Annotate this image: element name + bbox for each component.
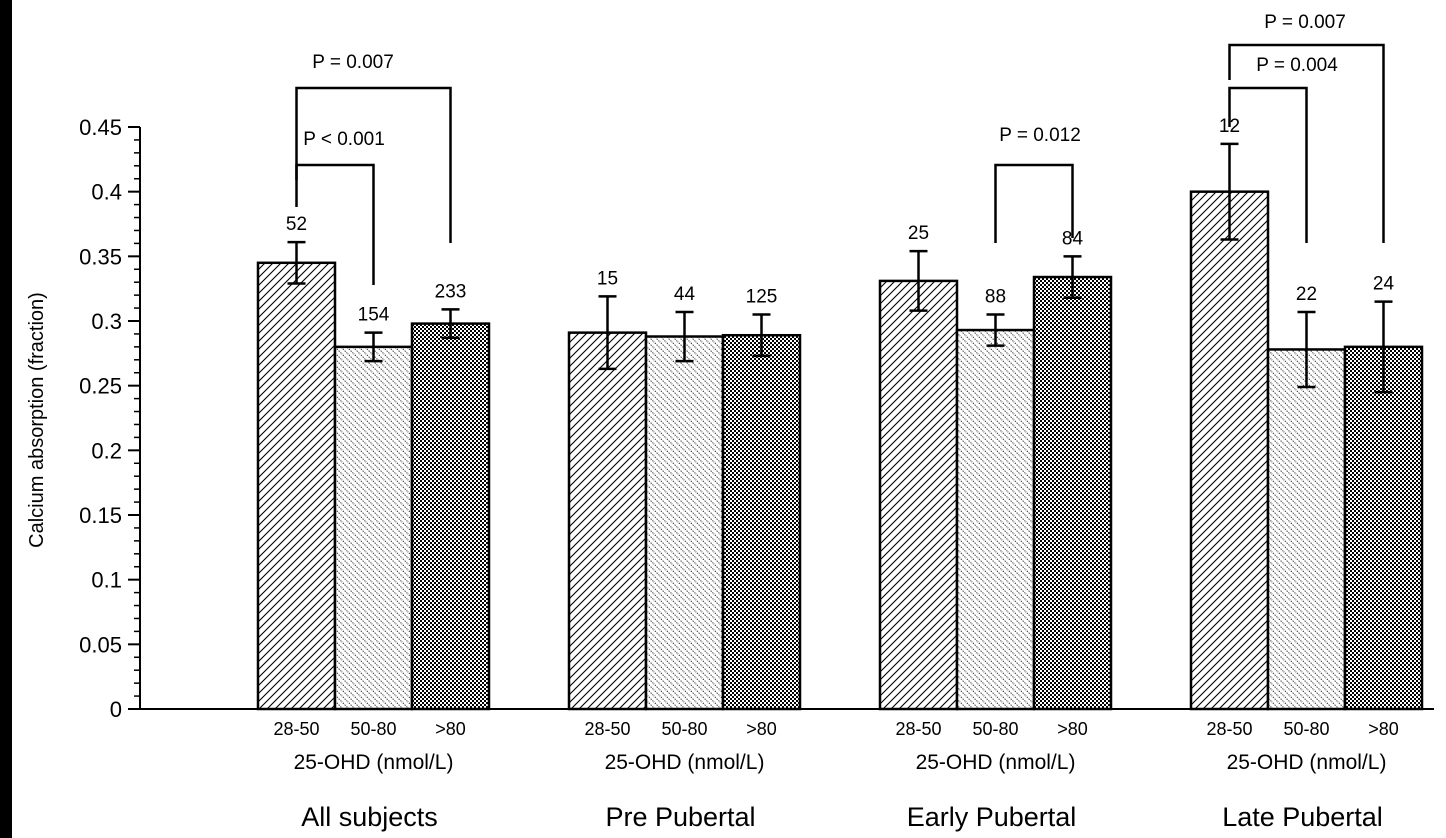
p-value-label: P = 0.007 bbox=[312, 52, 394, 73]
bar bbox=[1189, 190, 1270, 711]
p-value-label: P = 0.012 bbox=[999, 125, 1081, 146]
significance-bracket bbox=[295, 163, 375, 285]
x-tick-label: 50-80 bbox=[350, 719, 396, 739]
y-tick-label: 0.4 bbox=[91, 180, 122, 205]
y-tick-label: 0.1 bbox=[91, 568, 122, 593]
x-tick-label: 28-50 bbox=[273, 719, 319, 739]
x-tick-label: 50-80 bbox=[661, 719, 707, 739]
bar bbox=[256, 261, 337, 711]
bar bbox=[878, 279, 959, 711]
bar bbox=[1266, 348, 1347, 711]
bar bbox=[1343, 345, 1424, 711]
sample-size-label: 154 bbox=[358, 305, 390, 326]
x-tick-label: >80 bbox=[1057, 719, 1088, 739]
y-tick-label: 0.15 bbox=[79, 503, 122, 528]
y-tick-label: 0.35 bbox=[79, 244, 122, 269]
sample-size-label: 52 bbox=[286, 214, 307, 235]
calcium-absorption-chart: Calcium absorption (fraction) 0 0.05 0.1 0.… bbox=[26, 12, 1434, 832]
x-tick-label: >80 bbox=[746, 719, 777, 739]
x-tick-label: >80 bbox=[1368, 719, 1399, 739]
x-tick-label: 28-50 bbox=[584, 719, 630, 739]
bar bbox=[644, 335, 725, 711]
x-tick-label: 50-80 bbox=[1283, 719, 1329, 739]
significance-bracket bbox=[295, 86, 452, 243]
sample-size-label: 24 bbox=[1373, 274, 1395, 295]
bar bbox=[1032, 275, 1113, 711]
bar bbox=[721, 333, 802, 711]
bar bbox=[333, 345, 414, 711]
y-tick-label: 0.45 bbox=[79, 115, 122, 140]
x-axis-unit-label: 25-OHD (nmol/L) bbox=[1227, 751, 1387, 774]
sample-size-label: 233 bbox=[435, 281, 467, 302]
group-label: Early Pubertal bbox=[907, 802, 1077, 832]
sample-size-label: 15 bbox=[597, 268, 618, 289]
sample-size-label: 44 bbox=[674, 284, 696, 305]
y-axis-label: Calcium absorption (fraction) bbox=[26, 292, 48, 548]
sample-size-label: 84 bbox=[1062, 228, 1084, 249]
sample-size-label: 88 bbox=[985, 287, 1006, 308]
group-label: Late Pubertal bbox=[1222, 802, 1383, 832]
y-tick-label: 0.05 bbox=[79, 632, 122, 657]
significance-bracket bbox=[1228, 86, 1308, 243]
chart-area: Calcium absorption (fraction) 0 0.05 0.1 0.… bbox=[12, 0, 1446, 838]
y-tick-label: 0.3 bbox=[91, 309, 122, 334]
p-value-label: P = 0.007 bbox=[1264, 12, 1346, 33]
x-axis-unit-label: 25-OHD (nmol/L) bbox=[294, 751, 454, 774]
x-tick-label: >80 bbox=[435, 719, 466, 739]
y-tick-label: 0.2 bbox=[91, 438, 122, 463]
p-value-label: P < 0.001 bbox=[303, 129, 385, 150]
group-label: Pre Pubertal bbox=[605, 802, 755, 832]
bar bbox=[567, 331, 648, 711]
sample-size-label: 25 bbox=[908, 223, 929, 244]
x-axis-unit-label: 25-OHD (nmol/L) bbox=[916, 751, 1076, 774]
y-tick-label: 0.25 bbox=[79, 374, 122, 399]
sample-size-label: 125 bbox=[746, 287, 778, 308]
p-value-label: P = 0.004 bbox=[1256, 55, 1338, 76]
significance-brackets: P = 0.007 P < 0.001 P = 0.012 P = 0.007 P = … bbox=[295, 12, 1385, 285]
bar-groups: 52 28-50 154 50-80 233 >80 25-OHD (nmol/L) All … bbox=[256, 116, 1424, 832]
group-label: All subjects bbox=[301, 802, 438, 832]
x-tick-label: 28-50 bbox=[895, 719, 941, 739]
significance-bracket bbox=[1228, 43, 1385, 243]
bar bbox=[955, 328, 1036, 711]
x-tick-label: 28-50 bbox=[1206, 719, 1252, 739]
bar bbox=[410, 322, 491, 711]
significance-bracket bbox=[994, 163, 1074, 243]
x-tick-label: 50-80 bbox=[972, 719, 1018, 739]
x-axis-unit-label: 25-OHD (nmol/L) bbox=[605, 751, 765, 774]
sample-size-label: 22 bbox=[1296, 284, 1317, 305]
y-tick-label: 0 bbox=[110, 697, 122, 722]
